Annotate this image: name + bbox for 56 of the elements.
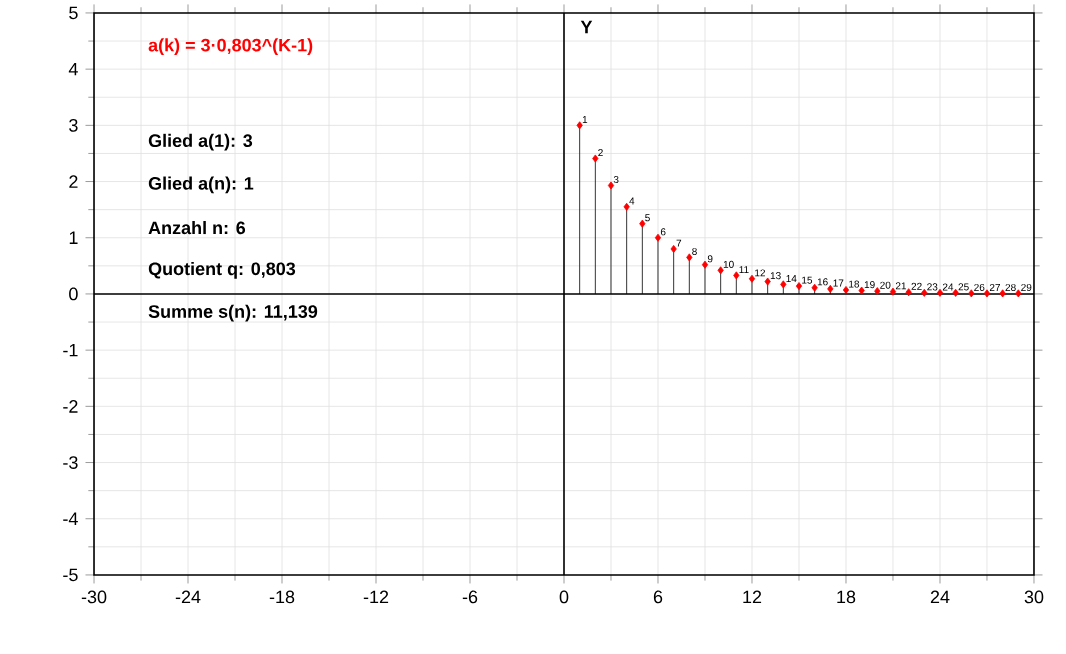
y-tick-label: 1 — [69, 231, 78, 244]
point — [811, 283, 818, 292]
y-tick-label: -3 — [63, 455, 78, 469]
point — [748, 274, 756, 283]
y-tick-label: -4 — [63, 512, 78, 525]
annotation: Glied a(1): 3 — [148, 133, 253, 151]
point — [921, 288, 928, 297]
y-tick-label: 5 — [69, 6, 78, 19]
y-tick-label: -2 — [63, 399, 78, 413]
annotation: Quotient q: 0,803 — [148, 261, 296, 279]
annotation: Anzahl n: 6 — [148, 220, 246, 234]
point — [842, 285, 850, 294]
point — [764, 277, 771, 286]
text: a(k) = 3·0,803^(K-1) — [148, 37, 313, 55]
point — [968, 288, 975, 297]
x-tick-label: -30 — [81, 590, 107, 603]
point — [623, 202, 630, 211]
x-tick-label: 6 — [653, 590, 663, 603]
y-axis-title: Y — [580, 20, 593, 33]
point — [701, 260, 709, 269]
point — [780, 279, 787, 288]
y-tick-label: 0 — [69, 287, 78, 300]
point — [576, 120, 583, 129]
point — [874, 286, 881, 295]
point — [1015, 288, 1022, 297]
point — [654, 233, 662, 242]
point — [717, 265, 724, 274]
y-tick-label: 4 — [68, 62, 78, 75]
point — [795, 281, 803, 290]
annotation: Summe s(n): 11,139 — [148, 304, 318, 321]
x-tick-label: 30 — [1024, 590, 1044, 603]
x-tick-label: 18 — [837, 590, 856, 603]
y-tick-label: -5 — [63, 568, 78, 581]
point — [905, 287, 912, 296]
annotation: Glied a(n): 1 — [148, 176, 254, 193]
y-tick-label: 2 — [69, 174, 78, 188]
y-tick-label: -1 — [63, 343, 78, 356]
point — [607, 181, 615, 190]
x-tick-label: 12 — [743, 590, 762, 603]
x-tick-label: -24 — [175, 590, 201, 603]
x-tick-label: -18 — [269, 590, 295, 603]
point — [686, 252, 693, 261]
y-tick-label: 3 — [69, 118, 78, 132]
x-tick-label: 24 — [930, 590, 950, 603]
point — [858, 286, 865, 295]
point — [889, 287, 897, 296]
point — [592, 154, 599, 163]
point — [999, 288, 1006, 297]
x-tick-label: 0 — [559, 590, 569, 603]
point — [639, 219, 646, 228]
point — [670, 244, 677, 253]
point — [952, 288, 959, 297]
x-tick-label: -6 — [462, 590, 478, 603]
x-tick-label: -12 — [363, 590, 389, 603]
point — [827, 284, 834, 293]
point — [733, 270, 740, 279]
